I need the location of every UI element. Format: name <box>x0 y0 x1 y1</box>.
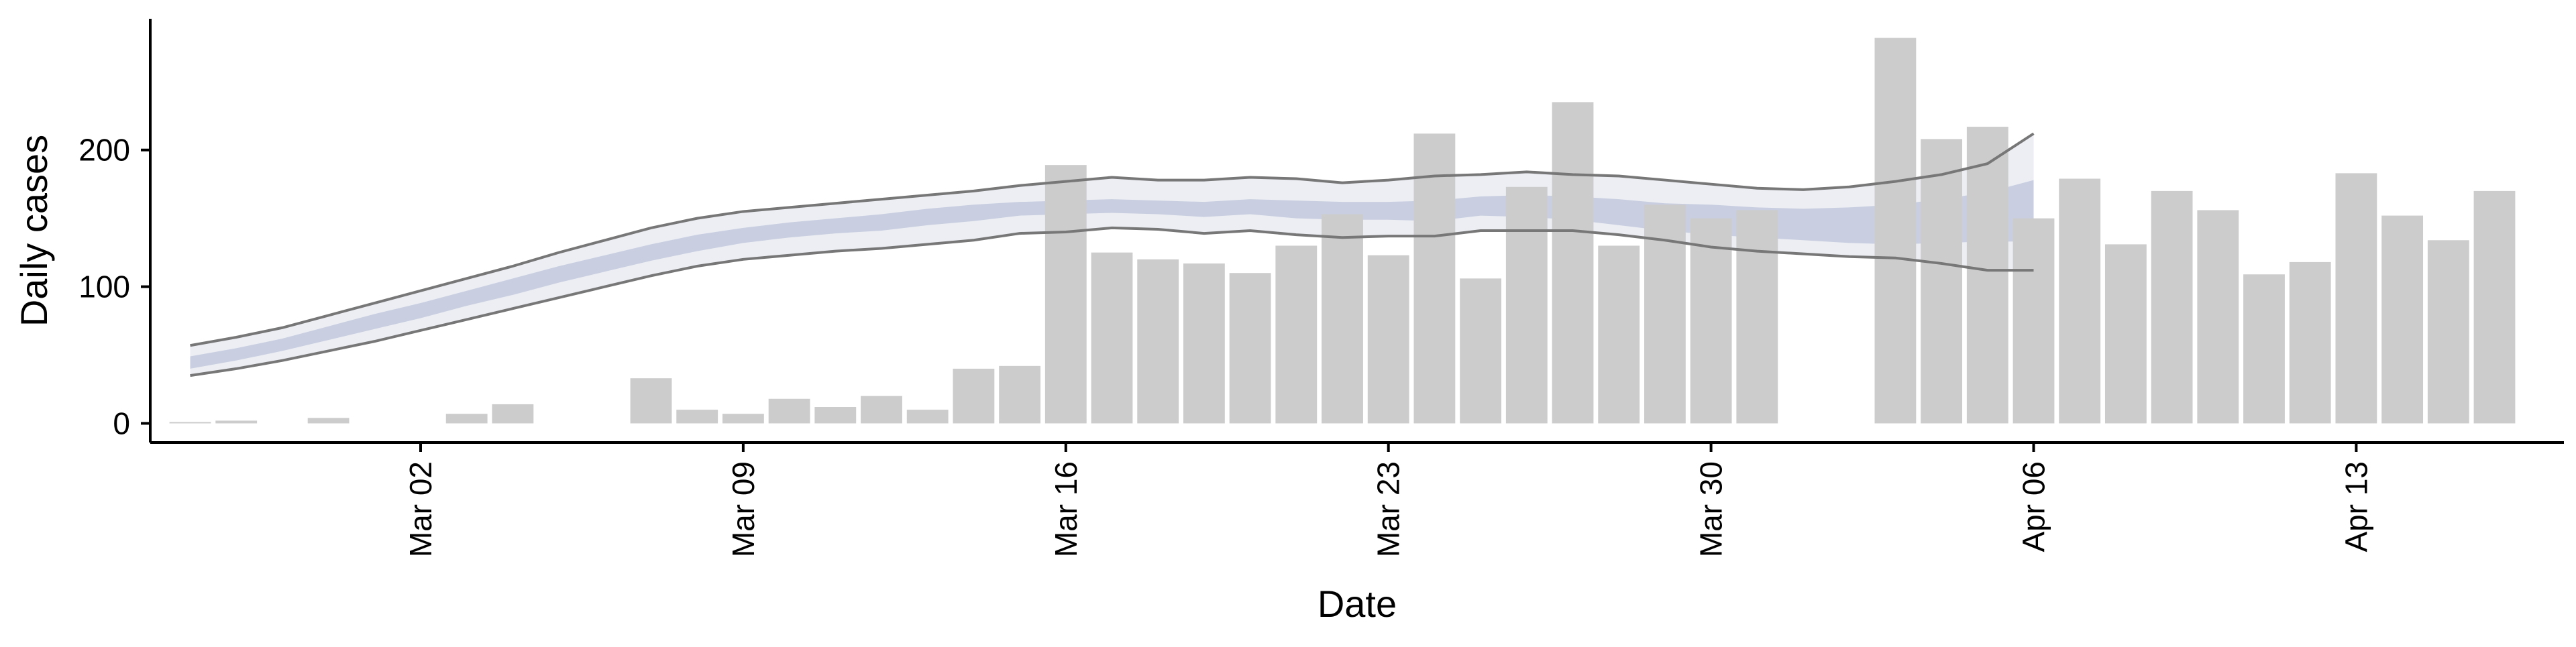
bar-2020-03-14 <box>953 368 995 424</box>
bar-series <box>169 38 2516 424</box>
bar-2020-03-07 <box>630 378 672 424</box>
bar-2020-04-10 <box>2197 210 2239 424</box>
x-tick-label: Mar 16 <box>1049 461 1083 557</box>
bar-2020-03-24 <box>1413 133 1456 424</box>
bar-2020-02-26 <box>169 422 211 424</box>
bar-2020-03-08 <box>676 410 718 424</box>
lower-bound-line <box>190 226 2034 377</box>
y-axis-title: Daily cases <box>13 135 55 327</box>
bar-2020-04-08 <box>2104 244 2147 424</box>
bar-2020-03-15 <box>999 365 1041 424</box>
x-tick-label: Mar 23 <box>1371 461 1406 557</box>
bar-2020-03-18 <box>1137 259 1179 424</box>
x-tick-label: Apr 13 <box>2339 461 2373 552</box>
estimate-lines <box>190 132 2035 377</box>
x-tick-label: Mar 02 <box>403 461 438 557</box>
bar-2020-04-14 <box>2381 215 2424 424</box>
bar-2020-03-21 <box>1275 245 1318 424</box>
bar-2020-04-06 <box>2012 218 2055 424</box>
y-axis-ticks: 0 100 200 <box>78 133 150 440</box>
bar-2020-03-22 <box>1322 214 1363 424</box>
bar-2020-04-16 <box>2473 190 2516 424</box>
bar-2020-03-09 <box>722 414 764 424</box>
x-tick-label: Mar 30 <box>1694 461 1729 557</box>
bar-2020-03-12 <box>861 396 902 424</box>
bar-2020-04-15 <box>2427 240 2469 424</box>
bar-2020-03-20 <box>1229 273 1271 424</box>
x-tick-label: Apr 06 <box>2017 461 2051 552</box>
x-axis-ticks: Mar 02 Mar 09 Mar 16 Mar 23 Mar 30 Apr 06 Apr … <box>403 443 2373 557</box>
bar-2020-04-04 <box>1921 139 1963 424</box>
bar-2020-03-31 <box>1736 210 1778 424</box>
bar-2020-04-05 <box>1966 127 2008 424</box>
bar-2020-03-04 <box>492 404 534 424</box>
bar-2020-04-11 <box>2243 274 2285 424</box>
bar-2020-03-23 <box>1367 255 1409 424</box>
upper-bound-line <box>190 132 2035 347</box>
bar-2020-04-07 <box>2059 178 2101 424</box>
axes <box>149 19 2564 444</box>
bar-2020-04-12 <box>2289 261 2331 424</box>
bar-2020-03-10 <box>768 398 810 424</box>
x-tick-label: Mar 09 <box>726 461 761 557</box>
y-tick-label: 100 <box>78 270 130 304</box>
bar-2020-03-17 <box>1091 252 1133 424</box>
bar-2020-03-25 <box>1460 278 1502 424</box>
bar-2020-02-29 <box>307 418 350 424</box>
bar-2020-03-28 <box>1598 245 1640 424</box>
bar-2020-03-30 <box>1690 218 1732 424</box>
bar-2020-03-26 <box>1505 186 1548 424</box>
y-tick-label: 0 <box>113 406 130 440</box>
bar-2020-03-13 <box>906 410 949 424</box>
bar-2020-04-09 <box>2151 190 2193 424</box>
inner-interval-band <box>190 180 2034 369</box>
bar-2020-03-19 <box>1183 263 1225 424</box>
bar-2020-04-03 <box>1874 38 1917 424</box>
bar-2020-03-11 <box>814 406 857 424</box>
x-axis-title: Date <box>1318 583 1397 625</box>
bar-2020-02-27 <box>215 420 258 424</box>
bar-2020-03-27 <box>1552 102 1594 424</box>
bar-2020-03-03 <box>445 414 488 424</box>
bar-2020-03-16 <box>1044 165 1087 424</box>
bar-2020-04-13 <box>2335 173 2377 424</box>
y-tick-label: 200 <box>78 133 130 168</box>
